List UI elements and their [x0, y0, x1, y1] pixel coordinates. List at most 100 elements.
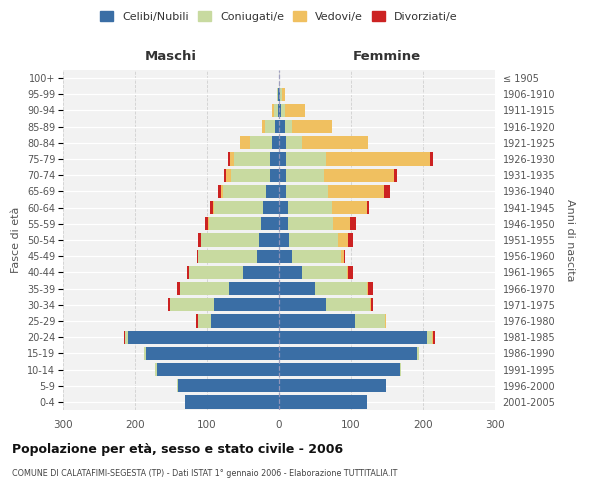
Bar: [286, 136, 302, 149]
Bar: [275, 120, 279, 134]
Text: Popolazione per età, sesso e stato civile - 2006: Popolazione per età, sesso e stato civil…: [12, 442, 343, 456]
Bar: [302, 266, 347, 279]
Bar: [427, 330, 433, 344]
Bar: [211, 314, 279, 328]
Y-axis label: Anni di nascita: Anni di nascita: [565, 198, 575, 281]
Bar: [218, 185, 221, 198]
Bar: [178, 379, 279, 392]
Bar: [286, 168, 323, 182]
Bar: [272, 104, 274, 117]
Text: Maschi: Maschi: [145, 50, 197, 62]
Bar: [128, 330, 279, 344]
Bar: [348, 266, 353, 279]
Bar: [347, 266, 348, 279]
Bar: [279, 282, 315, 295]
Text: COMUNE DI CALATAFIMI-SEGESTA (TP) - Dati ISTAT 1° gennaio 2006 - Elaborazione TU: COMUNE DI CALATAFIMI-SEGESTA (TP) - Dati…: [12, 469, 397, 478]
Bar: [285, 120, 292, 134]
Bar: [367, 282, 368, 295]
Bar: [338, 234, 348, 246]
Bar: [240, 136, 250, 149]
Bar: [205, 217, 208, 230]
Bar: [279, 217, 287, 230]
Bar: [368, 282, 373, 295]
Bar: [257, 250, 279, 263]
Bar: [265, 120, 275, 134]
Bar: [189, 266, 243, 279]
Bar: [170, 298, 214, 312]
Bar: [250, 136, 272, 149]
Bar: [274, 104, 278, 117]
Legend: Celibi/Nubili, Coniugati/e, Vedovi/e, Divorziati/e: Celibi/Nubili, Coniugati/e, Vedovi/e, Di…: [100, 11, 458, 22]
Bar: [279, 104, 281, 117]
Bar: [278, 88, 279, 101]
Bar: [292, 250, 341, 263]
Bar: [200, 234, 201, 246]
Bar: [210, 201, 213, 214]
Bar: [279, 379, 386, 392]
Bar: [367, 201, 369, 214]
Bar: [292, 120, 332, 134]
Bar: [315, 282, 367, 295]
Bar: [261, 217, 279, 230]
Bar: [223, 185, 266, 198]
Bar: [179, 282, 229, 295]
Bar: [279, 266, 302, 279]
Bar: [333, 217, 350, 230]
Bar: [235, 152, 271, 166]
Bar: [384, 185, 390, 198]
Bar: [157, 363, 279, 376]
Bar: [243, 266, 279, 279]
Bar: [259, 234, 279, 246]
Bar: [279, 234, 289, 246]
Bar: [279, 152, 286, 166]
Bar: [145, 346, 146, 360]
Bar: [208, 217, 209, 230]
Bar: [201, 234, 259, 246]
Bar: [228, 152, 230, 166]
Bar: [385, 314, 386, 328]
Bar: [209, 217, 261, 230]
Bar: [355, 314, 385, 328]
Bar: [277, 88, 278, 101]
Bar: [272, 136, 279, 149]
Bar: [214, 298, 279, 312]
Bar: [279, 298, 326, 312]
Bar: [279, 136, 286, 149]
Bar: [370, 298, 371, 312]
Bar: [287, 201, 332, 214]
Bar: [332, 201, 367, 214]
Bar: [263, 201, 279, 214]
Bar: [282, 88, 286, 101]
Bar: [213, 201, 214, 214]
Bar: [196, 314, 197, 328]
Bar: [279, 185, 286, 198]
Bar: [155, 363, 157, 376]
Bar: [433, 330, 435, 344]
Bar: [199, 234, 200, 246]
Bar: [285, 104, 305, 117]
Bar: [371, 298, 373, 312]
Bar: [229, 282, 279, 295]
Bar: [146, 346, 279, 360]
Bar: [326, 152, 430, 166]
Text: Femmine: Femmine: [353, 50, 421, 62]
Bar: [168, 298, 170, 312]
Bar: [279, 396, 367, 408]
Bar: [187, 266, 189, 279]
Bar: [214, 201, 263, 214]
Bar: [279, 346, 417, 360]
Bar: [231, 168, 271, 182]
Bar: [271, 168, 279, 182]
Bar: [286, 152, 326, 166]
Bar: [400, 363, 401, 376]
Bar: [394, 168, 397, 182]
Bar: [430, 152, 433, 166]
Bar: [289, 234, 338, 246]
Bar: [323, 168, 394, 182]
Bar: [280, 88, 282, 101]
Bar: [197, 250, 199, 263]
Bar: [266, 185, 279, 198]
Bar: [344, 250, 345, 263]
Bar: [350, 217, 356, 230]
Bar: [281, 104, 285, 117]
